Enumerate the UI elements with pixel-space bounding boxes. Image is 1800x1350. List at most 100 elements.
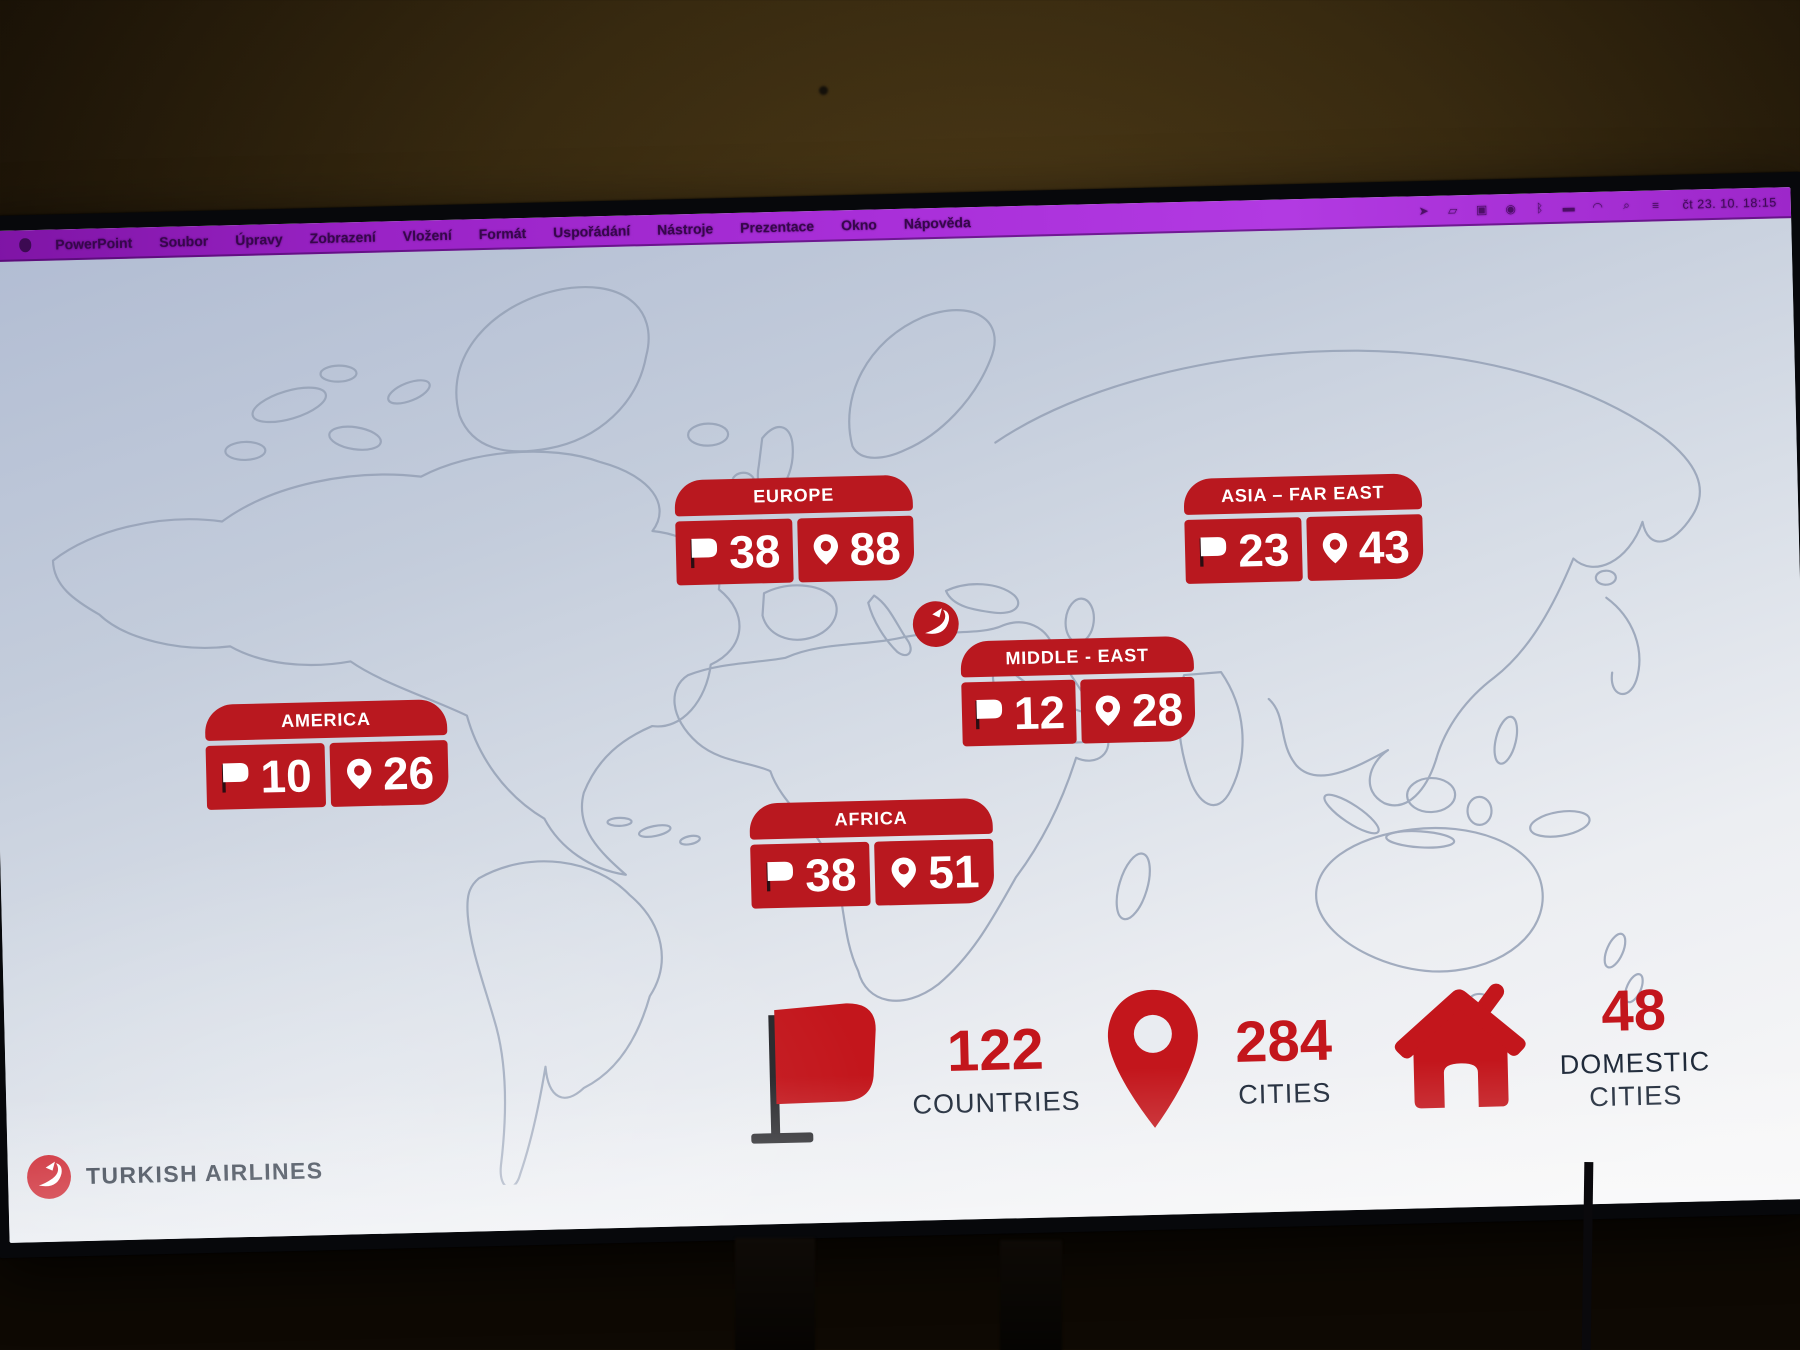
menu-item-okno[interactable]: Okno [840, 215, 878, 233]
map-north-asia [994, 349, 1701, 761]
countries-total-label: COUNTRIES [912, 1085, 1081, 1120]
region-title: AMERICA [204, 699, 448, 741]
cities-cell: 88 [796, 515, 915, 583]
cities-total-label: CITIES [1237, 1077, 1332, 1110]
tv-stand-leg [1000, 1240, 1062, 1350]
presentation-slide: EUROPE 38 88 ASIA – FAR EAST [0, 218, 1800, 1243]
menu-item-zobrazeni[interactable]: Zobrazení [309, 228, 376, 246]
total-domestic-cities: 48 DOMESTIC CITIES [1383, 962, 1711, 1118]
map-australia [1315, 826, 1544, 973]
keyboard-layout-icon[interactable]: ▣ [1475, 202, 1488, 217]
flag-icon [221, 763, 249, 793]
cities-cell: 51 [874, 838, 995, 906]
total-countries: 122 COUNTRIES [744, 992, 1082, 1150]
flag-icon [690, 538, 718, 569]
cities-count: 28 [1131, 683, 1184, 737]
region-title: ASIA – FAR EAST [1183, 473, 1423, 515]
region-badge-middle-east: MIDDLE - EAST 12 28 [960, 635, 1196, 747]
region-badge-europe: EUROPE 38 88 [674, 474, 915, 586]
countries-count: 38 [804, 848, 858, 902]
location-icon[interactable]: ➤ [1418, 203, 1429, 218]
domestic-total-value: 48 [1600, 977, 1667, 1044]
countries-count: 38 [728, 524, 781, 579]
total-cities: 284 CITIES [1100, 982, 1334, 1136]
house-icon [1394, 983, 1526, 1109]
region-badge-asia-far-east: ASIA – FAR EAST 23 43 [1183, 473, 1424, 584]
tv-frame: PowerPoint Soubor Úpravy Zobrazení Vlože… [0, 171, 1800, 1259]
cities-total-value: 284 [1234, 1007, 1333, 1075]
brand-lockup: TURKISH AIRLINES [25, 1147, 324, 1200]
battery-icon[interactable]: ▬ [1562, 199, 1575, 215]
brand-name: TURKISH AIRLINES [85, 1156, 324, 1189]
cities-count: 88 [848, 521, 902, 576]
countries-cell: 12 [961, 679, 1077, 747]
flag-stat-icon [751, 1003, 876, 1144]
map-north-america [51, 450, 741, 876]
menu-item-format[interactable]: Formát [478, 224, 527, 242]
menu-item-powerpoint[interactable]: PowerPoint [55, 234, 133, 252]
cities-cell: 28 [1080, 676, 1196, 744]
menu-item-vlozeni[interactable]: Vložení [402, 226, 452, 244]
pin-icon [1095, 695, 1120, 726]
cities-count: 43 [1358, 520, 1411, 574]
menu-item-prezentace[interactable]: Prezentace [739, 217, 815, 236]
region-badge-africa: AFRICA 38 51 [749, 797, 995, 909]
domestic-label-line1: DOMESTIC [1559, 1046, 1711, 1080]
flag-icon [975, 699, 1002, 730]
countries-cell: 23 [1184, 517, 1303, 584]
pin-icon [813, 534, 838, 565]
map-se-asia-coast [1267, 697, 1438, 807]
menu-bar-clock[interactable]: čt 23. 10. 18:15 [1682, 194, 1777, 212]
pin-stat-icon [1107, 989, 1198, 1128]
countries-cell: 38 [750, 841, 871, 909]
map-iberia [761, 584, 838, 641]
apple-menu-icon[interactable] [19, 237, 32, 252]
tv-stand-pole [1581, 1161, 1594, 1350]
domestic-label-line2: CITIES [1588, 1080, 1683, 1113]
map-south-america [466, 860, 663, 1189]
countries-count: 12 [1013, 685, 1066, 740]
map-italy [867, 594, 912, 657]
menu-item-usporadani[interactable]: Uspořádání [552, 221, 631, 240]
wall-dot [819, 86, 828, 95]
pin-icon [892, 857, 917, 888]
map-scandinavia [848, 309, 996, 459]
tv-stand-leg [735, 1238, 815, 1350]
control-center-icon[interactable]: ≡ [1651, 197, 1660, 212]
map-japan [1605, 596, 1641, 696]
countries-cell: 10 [205, 743, 326, 810]
region-badge-america: AMERICA 10 26 [204, 699, 450, 810]
cities-cell: 26 [329, 740, 450, 807]
map-greenland [455, 285, 650, 453]
flag-icon [1199, 537, 1227, 567]
countries-count: 10 [259, 749, 313, 803]
menu-item-upravy[interactable]: Úpravy [235, 230, 283, 248]
bluetooth-icon[interactable]: ᛒ [1535, 200, 1544, 215]
display-mirroring-icon[interactable]: ▱ [1447, 202, 1458, 217]
cities-count: 51 [927, 845, 981, 899]
flag-icon [766, 861, 794, 892]
menu-item-nastroje[interactable]: Nástroje [656, 219, 714, 238]
map-black-sea [944, 583, 1020, 615]
region-title: MIDDLE - EAST [960, 635, 1195, 678]
countries-cell: 38 [675, 518, 794, 586]
spotlight-search-icon[interactable]: ⌕ [1623, 198, 1631, 213]
wifi-icon[interactable]: ◠ [1592, 199, 1603, 214]
tv-screen: PowerPoint Soubor Úpravy Zobrazení Vlože… [0, 187, 1800, 1243]
playback-icon[interactable]: ◉ [1505, 201, 1517, 216]
region-title: EUROPE [674, 474, 914, 517]
countries-total-value: 122 [946, 1016, 1045, 1084]
region-title: AFRICA [749, 797, 993, 840]
pin-icon [1322, 532, 1347, 564]
map-africa [673, 621, 1110, 1002]
cities-cell: 43 [1305, 514, 1424, 582]
turkish-airlines-logo-icon [27, 1154, 71, 1199]
menu-bar-status-area: ➤ ▱ ▣ ◉ ᛒ ▬ ◠ ⌕ ≡ čt 23. 10. 18:15 [1417, 194, 1776, 218]
menu-item-napoveda[interactable]: Nápověda [903, 213, 971, 232]
countries-count: 23 [1237, 523, 1291, 577]
pin-icon [346, 758, 372, 790]
turkish-airlines-map-emblem [912, 601, 959, 648]
world-map [51, 285, 1701, 1189]
cities-count: 26 [382, 746, 435, 800]
menu-item-soubor[interactable]: Soubor [159, 232, 209, 250]
